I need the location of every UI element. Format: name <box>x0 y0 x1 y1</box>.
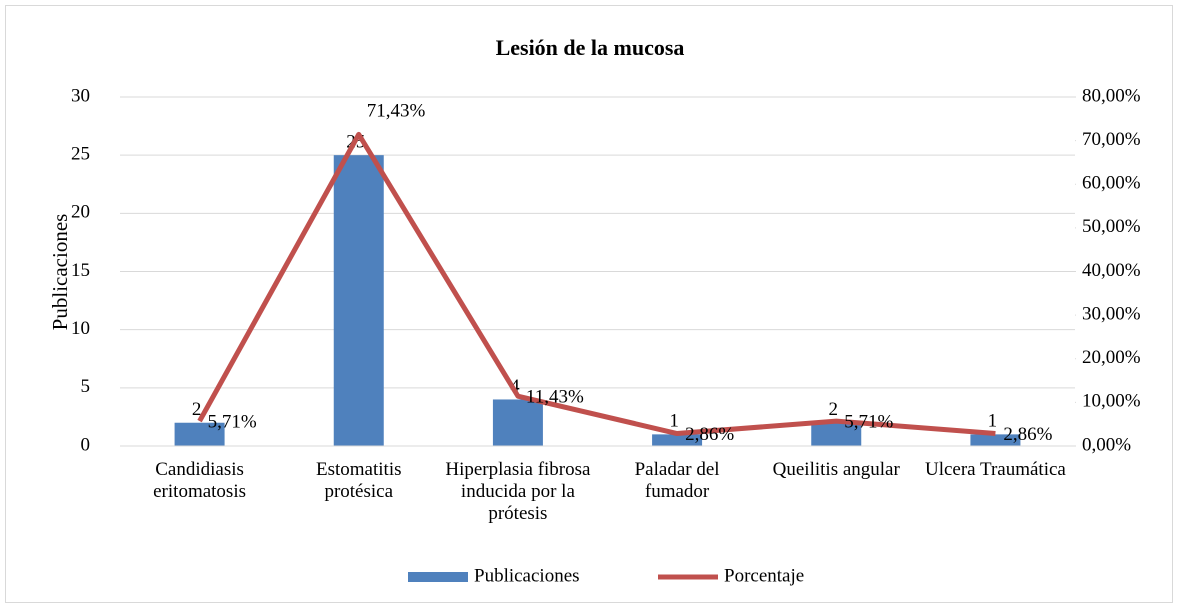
legend-label: Porcentaje <box>724 565 804 586</box>
line-value-label: 2,86% <box>685 424 734 445</box>
bar <box>492 399 543 446</box>
y-tick-label: 20 <box>71 202 90 223</box>
x-tick-label: Candidiasis eritomatosis <box>153 459 247 502</box>
x-tick-label: Queilitis angular <box>772 459 900 480</box>
y-tick-label: 5 <box>81 376 91 397</box>
bar <box>174 422 225 446</box>
y2-tick-label: 0,00% <box>1082 434 1131 455</box>
line-value-label: 11,43% <box>526 386 584 407</box>
y2-tick-label: 20,00% <box>1082 347 1141 368</box>
bar-value-label: 1 <box>669 411 679 432</box>
bar-value-label: 1 <box>988 411 998 432</box>
chart-border <box>5 5 1173 603</box>
y-tick-label: 10 <box>71 318 90 339</box>
y-tick-label: 30 <box>71 85 90 106</box>
line-value-label: 71,43% <box>367 101 426 122</box>
y2-tick-label: 60,00% <box>1082 173 1141 194</box>
legend-label: Publicaciones <box>474 565 580 586</box>
y-tick-label: 15 <box>71 260 90 281</box>
x-tick-label: Ulcera Traumática <box>924 459 1066 480</box>
y-tick-label: 0 <box>81 434 91 455</box>
line <box>197 131 996 437</box>
y-axis-label: Publicaciones <box>48 214 72 331</box>
bar <box>970 434 1021 446</box>
y-tick-label: 25 <box>71 144 90 165</box>
y2-tick-label: 10,00% <box>1082 391 1141 412</box>
legend-swatch <box>408 572 468 582</box>
bar <box>652 434 703 446</box>
x-tick-label: Paladar del fumador <box>634 459 720 502</box>
bar-value-label: 2 <box>192 399 202 420</box>
line-value-label: 5,71% <box>208 411 257 432</box>
y2-tick-label: 40,00% <box>1082 260 1141 281</box>
bar-value-label: 2 <box>829 399 839 420</box>
x-tick-label: Estomatitis protésica <box>316 459 402 502</box>
line-value-label: 2,86% <box>1003 424 1052 445</box>
y2-tick-label: 80,00% <box>1082 85 1141 106</box>
chart-title: Lesión de la mucosa <box>496 35 685 60</box>
x-tick-label: Hiperplasia fibrosa inducida por la prót… <box>445 459 591 524</box>
line-value-label: 5,71% <box>844 411 893 432</box>
bar <box>333 155 384 446</box>
y2-tick-label: 50,00% <box>1082 216 1141 237</box>
bar <box>811 422 862 446</box>
bar-value-label: 4 <box>510 376 520 397</box>
y2-tick-label: 30,00% <box>1082 303 1141 324</box>
y2-tick-label: 70,00% <box>1082 129 1141 150</box>
